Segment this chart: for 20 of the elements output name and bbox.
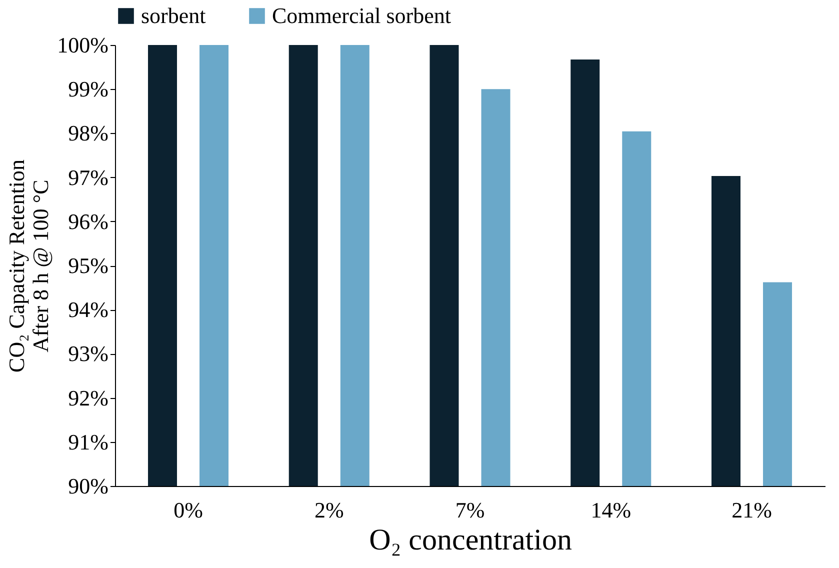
y-tick-label: 96% — [68, 208, 108, 234]
x-tick-label: 7% — [455, 498, 485, 522]
y-tick-label: 93% — [68, 341, 108, 366]
y-axis-title: CO₂ Capacity Retention After 8 h @ 100 °C — [4, 160, 54, 372]
x-tick-label: 2% — [314, 498, 344, 522]
y-tick-label: 92% — [68, 385, 108, 410]
legend-label: Commercial sorbent — [272, 3, 452, 28]
y-tick-label: 90% — [68, 474, 108, 498]
y-tick-label: 100% — [57, 32, 108, 58]
y-tick-label: 98% — [68, 120, 108, 146]
legend-label: sorbent — [141, 3, 206, 28]
y-tick-label: 91% — [68, 429, 108, 454]
x-tick-label: 14% — [590, 498, 632, 522]
y-tick-label: 99% — [68, 76, 108, 102]
y-tick-label: 94% — [68, 297, 108, 322]
y-tick-label: 97% — [68, 164, 108, 190]
x-axis-title: O₂ concentration — [369, 524, 572, 556]
y-tick-label: 95% — [68, 253, 108, 278]
x-tick-label: 0% — [174, 498, 203, 522]
x-tick-label: 21% — [732, 498, 772, 522]
